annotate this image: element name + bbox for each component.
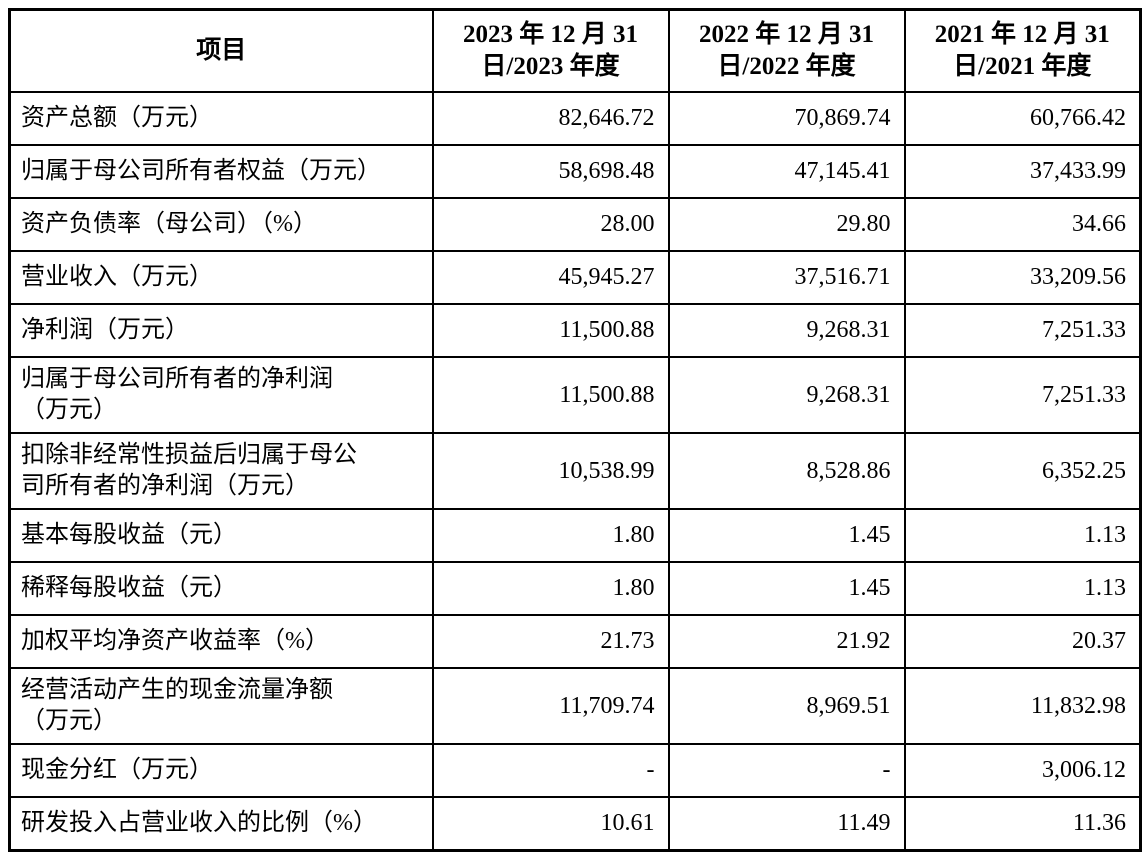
value-cell: -: [431, 743, 670, 798]
value-cell: -: [667, 743, 906, 798]
value-cell: 82,646.72: [431, 91, 670, 146]
header-row: 项目 2023 年 12 月 31 日/2023 年度 2022 年 12 月 3…: [8, 8, 1142, 93]
table-row: 资产负债率（母公司）（%） 28.00 29.80 34.66: [8, 197, 1142, 252]
row-label-cell: 研发投入占营业收入的比例（%）: [8, 796, 434, 851]
value-cell: 11,500.88: [431, 356, 670, 434]
row-label-cell: 归属于母公司所有者权益（万元）: [8, 144, 434, 199]
value-cell: 11.49: [667, 796, 906, 851]
table-row: 加权平均净资产收益率（%） 21.73 21.92 20.37: [8, 614, 1142, 669]
value-cell: 70,869.74: [667, 91, 906, 146]
value-cell: 8,969.51: [667, 667, 906, 745]
value-cell: 1.13: [903, 508, 1142, 563]
row-label-cell: 现金分红（万元）: [8, 743, 434, 798]
value-cell: 21.92: [667, 614, 906, 669]
value-cell: 47,145.41: [667, 144, 906, 199]
row-label-cell: 扣除非经常性损益后归属于母公 司所有者的净利润（万元）: [8, 432, 434, 510]
table-row: 归属于母公司所有者的净利润 （万元） 11,500.88 9,268.31 7,251…: [8, 356, 1142, 434]
value-cell: 1.45: [667, 508, 906, 563]
table-row: 营业收入（万元） 45,945.27 37,516.71 33,209.56: [8, 250, 1142, 305]
value-cell: 6,352.25: [903, 432, 1142, 510]
value-cell: 20.37: [903, 614, 1142, 669]
value-cell: 34.66: [903, 197, 1142, 252]
value-cell: 45,945.27: [431, 250, 670, 305]
value-cell: 10,538.99: [431, 432, 670, 510]
column-header-period: 2021 年 12 月 31 日/2021 年度: [903, 8, 1142, 93]
value-cell: 33,209.56: [903, 250, 1142, 305]
value-cell: 10.61: [431, 796, 670, 851]
row-label-cell: 加权平均净资产收益率（%）: [8, 614, 434, 669]
value-cell: 9,268.31: [667, 356, 906, 434]
value-cell: 21.73: [431, 614, 670, 669]
table-row: 净利润（万元） 11,500.88 9,268.31 7,251.33: [8, 303, 1142, 358]
row-label-cell: 经营活动产生的现金流量净额 （万元）: [8, 667, 434, 745]
value-cell: 3,006.12: [903, 743, 1142, 798]
value-cell: 8,528.86: [667, 432, 906, 510]
value-cell: 37,433.99: [903, 144, 1142, 199]
table-row: 研发投入占营业收入的比例（%） 10.61 11.49 11.36: [8, 796, 1142, 851]
row-label-cell: 营业收入（万元）: [8, 250, 434, 305]
row-label-cell: 净利润（万元）: [8, 303, 434, 358]
table-row: 基本每股收益（元） 1.80 1.45 1.13: [8, 508, 1142, 563]
value-cell: 1.80: [431, 561, 670, 616]
value-cell: 11,709.74: [431, 667, 670, 745]
value-cell: 11.36: [903, 796, 1142, 851]
table-row: 资产总额（万元） 82,646.72 70,869.74 60,766.42: [8, 91, 1142, 146]
value-cell: 60,766.42: [903, 91, 1142, 146]
column-header-period: 2022 年 12 月 31 日/2022 年度: [667, 8, 906, 93]
row-label-cell: 稀释每股收益（元）: [8, 561, 434, 616]
value-cell: 1.13: [903, 561, 1142, 616]
table-row: 归属于母公司所有者权益（万元） 58,698.48 47,145.41 37,433.…: [8, 144, 1142, 199]
value-cell: 37,516.71: [667, 250, 906, 305]
row-label-cell: 资产总额（万元）: [8, 91, 434, 146]
row-label-cell: 基本每股收益（元）: [8, 508, 434, 563]
value-cell: 58,698.48: [431, 144, 670, 199]
value-cell: 29.80: [667, 197, 906, 252]
financial-summary-table: 项目 2023 年 12 月 31 日/2023 年度 2022 年 12 月 3…: [8, 8, 1142, 852]
value-cell: 11,500.88: [431, 303, 670, 358]
value-cell: 7,251.33: [903, 356, 1142, 434]
column-header-item: 项目: [8, 8, 434, 93]
table-row: 扣除非经常性损益后归属于母公 司所有者的净利润（万元） 10,538.99 8,52…: [8, 432, 1142, 510]
row-label-cell: 归属于母公司所有者的净利润 （万元）: [8, 356, 434, 434]
row-label-cell: 资产负债率（母公司）（%）: [8, 197, 434, 252]
table-row: 经营活动产生的现金流量净额 （万元） 11,709.74 8,969.51 11,83…: [8, 667, 1142, 745]
value-cell: 1.45: [667, 561, 906, 616]
value-cell: 7,251.33: [903, 303, 1142, 358]
value-cell: 9,268.31: [667, 303, 906, 358]
table-row: 稀释每股收益（元） 1.80 1.45 1.13: [8, 561, 1142, 616]
value-cell: 11,832.98: [903, 667, 1142, 745]
value-cell: 28.00: [431, 197, 670, 252]
table-row: 现金分红（万元） - -3,006.12: [8, 743, 1142, 798]
value-cell: 1.80: [431, 508, 670, 563]
column-header-period: 2023 年 12 月 31 日/2023 年度: [431, 8, 670, 93]
